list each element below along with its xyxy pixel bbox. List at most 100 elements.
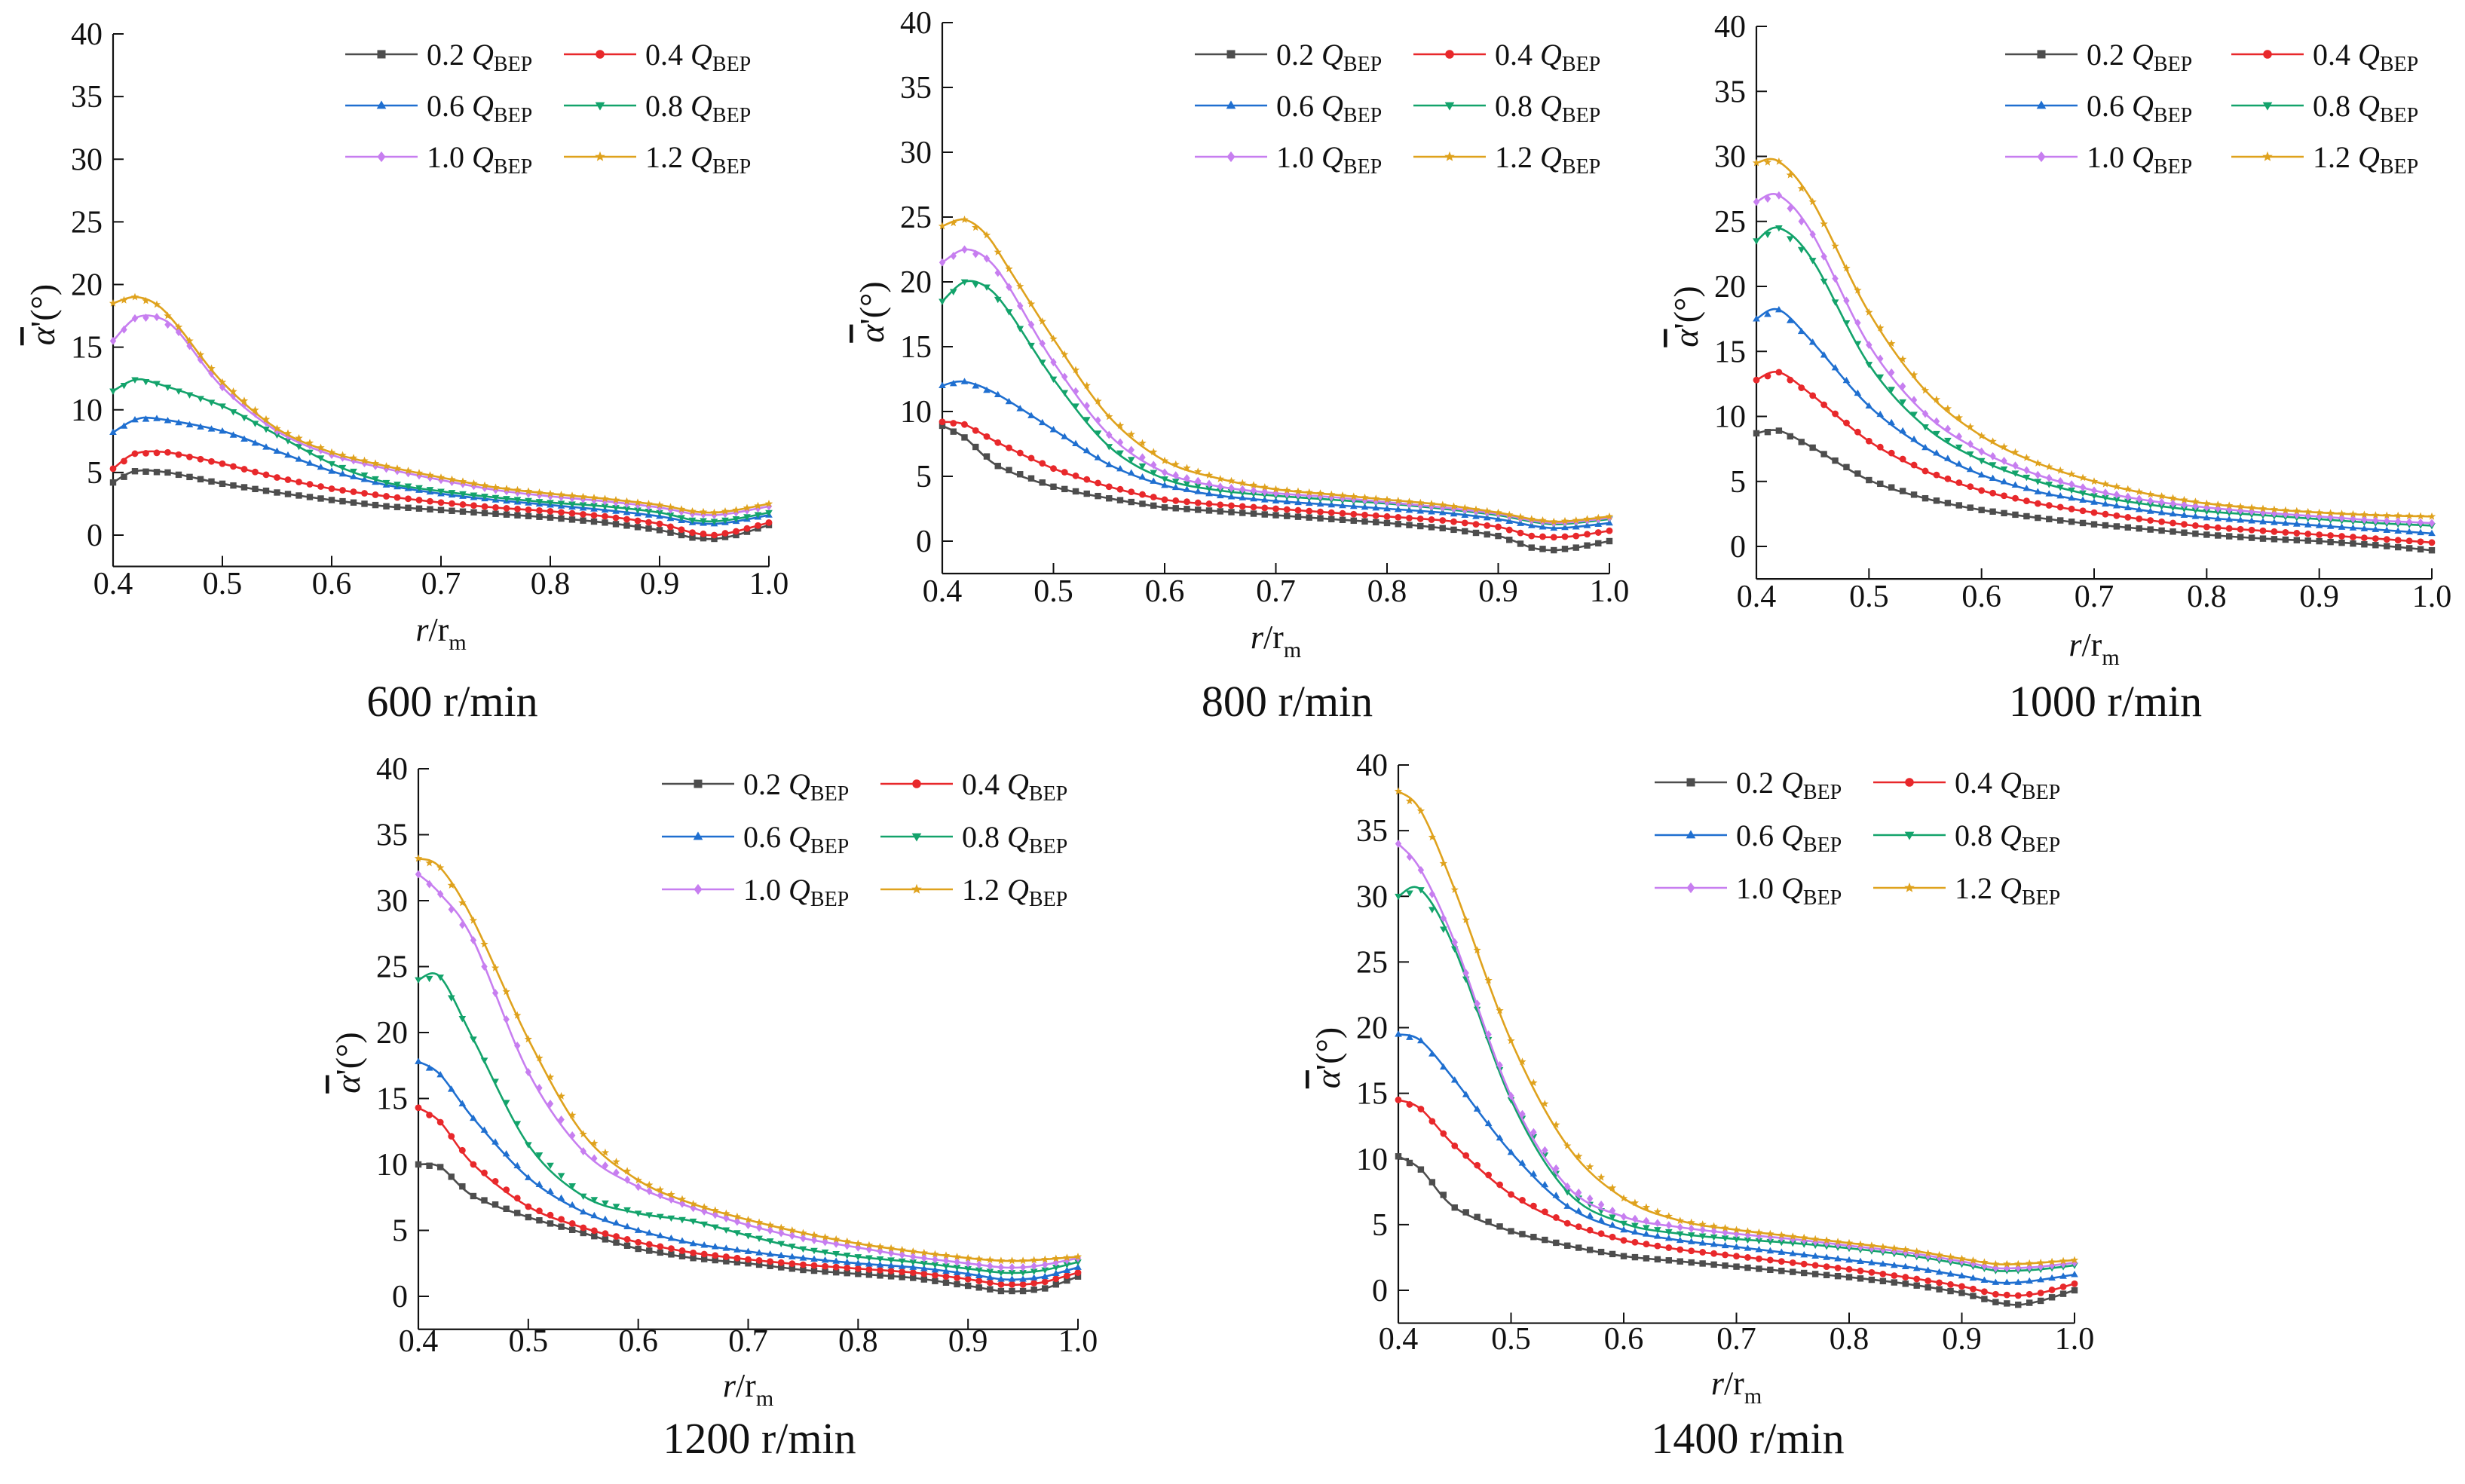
data-point — [2135, 505, 2143, 513]
data-point — [535, 1180, 544, 1187]
legend-label: 1.0 QBEP — [427, 140, 532, 179]
data-point — [788, 1253, 796, 1259]
data-point — [1061, 469, 1068, 476]
data-point — [274, 427, 280, 436]
data-point — [2214, 500, 2222, 508]
data-point — [942, 1273, 950, 1281]
data-point — [800, 1261, 807, 1268]
data-point — [2068, 519, 2075, 525]
data-point — [983, 386, 991, 393]
data-point — [404, 483, 412, 490]
data-point — [983, 284, 991, 291]
data-point — [1016, 326, 1024, 332]
data-point — [1072, 387, 1079, 396]
data-point — [1775, 225, 1783, 232]
data-point — [1019, 1275, 1027, 1282]
data-point — [360, 472, 369, 479]
data-point — [415, 485, 423, 492]
data-point — [1052, 1275, 1060, 1283]
data-point — [1789, 1259, 1796, 1266]
data-point — [931, 1265, 939, 1273]
data-point — [273, 424, 281, 433]
data-point — [1494, 508, 1502, 516]
data-point — [1050, 358, 1057, 367]
data-point — [557, 1091, 565, 1100]
data-point — [1428, 524, 1435, 531]
data-point — [1902, 1274, 1909, 1281]
data-point — [623, 506, 631, 513]
data-point — [1228, 484, 1235, 492]
data-point — [1049, 426, 1058, 433]
data-point — [1664, 1234, 1673, 1241]
legend-marker — [694, 883, 703, 895]
data-point — [1249, 481, 1258, 489]
data-point — [219, 427, 226, 434]
data-point — [1074, 1273, 1082, 1280]
legend-entry-0-2: 0.2 QBEP — [662, 767, 849, 806]
data-point — [1775, 306, 1783, 313]
data-point — [491, 1201, 499, 1208]
y-tick-label: 0 — [392, 1280, 408, 1314]
data-point — [1116, 450, 1124, 457]
data-point — [1284, 513, 1291, 519]
data-point — [1239, 479, 1247, 487]
data-point — [865, 1255, 873, 1262]
data-point — [1361, 518, 1368, 525]
series-0-4 — [415, 1104, 1082, 1288]
data-point — [821, 1249, 829, 1256]
data-point — [1879, 1260, 1887, 1267]
data-point — [765, 502, 773, 511]
data-point — [459, 1183, 466, 1190]
series-0-6 — [1395, 1030, 2078, 1285]
legend-marker — [2262, 102, 2273, 111]
data-point — [1977, 431, 1986, 439]
data-point — [2360, 525, 2369, 531]
data-point — [1978, 487, 1986, 494]
data-point — [546, 1072, 555, 1081]
data-point — [1349, 502, 1358, 509]
data-point — [449, 500, 455, 507]
data-point — [2059, 1283, 2067, 1290]
legend-label: 0.6 QBEP — [743, 820, 849, 858]
data-point — [2034, 488, 2042, 494]
data-point — [711, 531, 718, 539]
data-point — [1609, 1250, 1616, 1258]
data-point — [2136, 516, 2143, 522]
data-point — [1027, 412, 1035, 418]
data-point — [975, 1267, 983, 1274]
data-point — [1150, 502, 1157, 509]
data-point — [1528, 544, 1535, 551]
data-point — [1440, 1130, 1447, 1137]
data-point — [2012, 461, 2019, 470]
data-point — [745, 1221, 752, 1229]
data-point — [1039, 460, 1046, 467]
data-point — [186, 453, 193, 460]
panel-title: 600 r/min — [366, 677, 537, 726]
data-point — [1172, 497, 1180, 504]
y-tick-label: 35 — [376, 818, 408, 853]
data-point — [949, 219, 957, 227]
y-tick-label: 30 — [376, 884, 408, 919]
data-point — [1877, 354, 1884, 363]
data-point — [262, 426, 270, 433]
data-point — [964, 1253, 972, 1262]
data-point — [1620, 1225, 1628, 1233]
data-point — [547, 500, 554, 506]
data-point — [1899, 455, 1906, 463]
data-point — [1643, 1230, 1650, 1237]
data-point — [1294, 490, 1302, 499]
legend-entry-1-2: 1.2 QBEP — [564, 140, 751, 179]
data-point — [1064, 1272, 1070, 1279]
legend-marker — [2262, 151, 2273, 161]
data-point — [1823, 1253, 1830, 1260]
data-point — [1631, 1214, 1639, 1223]
data-point — [470, 936, 477, 944]
data-point — [932, 1277, 939, 1284]
data-point — [514, 1042, 521, 1050]
legend-label: 0.4 QBEP — [2313, 38, 2418, 76]
data-point — [372, 476, 379, 483]
data-point — [1564, 1242, 1571, 1249]
series-line — [1398, 843, 2075, 1270]
